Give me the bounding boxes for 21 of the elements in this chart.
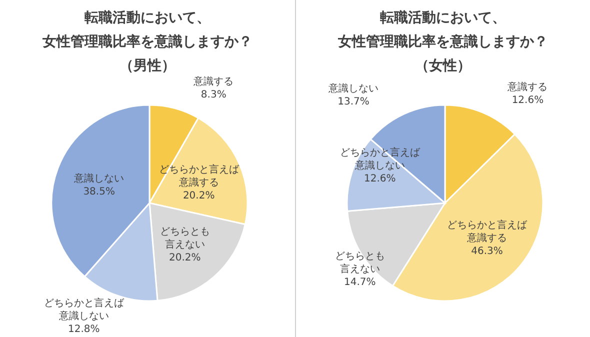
slice-label: 意識しない [327, 82, 378, 94]
slice-label: 意識しない [73, 172, 124, 184]
data-label: 13.7% [338, 96, 370, 108]
slice-label: 意識する [192, 76, 234, 88]
slice-label: どちらとも言えない [334, 250, 385, 275]
slice-label: どちらとも言えない [160, 226, 210, 251]
data-label: 12.8% [68, 324, 100, 335]
data-label: 20.2% [182, 190, 215, 202]
data-label: 12.6% [364, 174, 396, 185]
data-label: 46.3% [471, 246, 503, 257]
slice-label: どちらかと言えば意識しない [44, 297, 125, 322]
data-label: 14.7% [344, 276, 376, 288]
data-label: 12.6% [512, 94, 544, 106]
chart-title: 転職活動において、女性管理職比率を意識しますか？（女性） [337, 9, 548, 74]
data-label: 20.2% [169, 252, 201, 264]
slice-label: どちらかと言えば意識する [446, 218, 528, 244]
data-label: 38.5% [83, 186, 115, 198]
slice-label: 意識する [506, 80, 548, 93]
data-label: 8.3% [200, 90, 226, 101]
chart-title: 転職活動において、女性管理職比率を意識しますか？（男性） [42, 9, 252, 74]
slice-label: どちらかと言えば意識しない [340, 146, 421, 172]
